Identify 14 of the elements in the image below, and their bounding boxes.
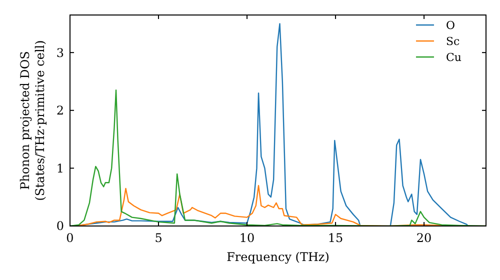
x-tick-label: 5: [154, 231, 162, 245]
x-tick-label: 15: [328, 231, 344, 245]
y-tick-label: 1: [56, 161, 64, 176]
y-tick-label: 3: [56, 46, 64, 60]
y-axis-title: Phonon projected DOS (States/THz·primitive cell): [18, 40, 47, 201]
x-tick-label: 20: [416, 231, 432, 245]
x-axis-title: Frequency (THz): [226, 250, 330, 264]
legend-label: Sc: [446, 34, 460, 48]
legend-label: Cu: [446, 50, 462, 64]
y-tick-label: 2: [56, 104, 64, 118]
x-tick-label: 10: [239, 231, 255, 245]
x-tick-label: 0: [66, 231, 74, 245]
legend-label: O: [446, 18, 456, 32]
y-tick-label: 0: [56, 219, 64, 234]
